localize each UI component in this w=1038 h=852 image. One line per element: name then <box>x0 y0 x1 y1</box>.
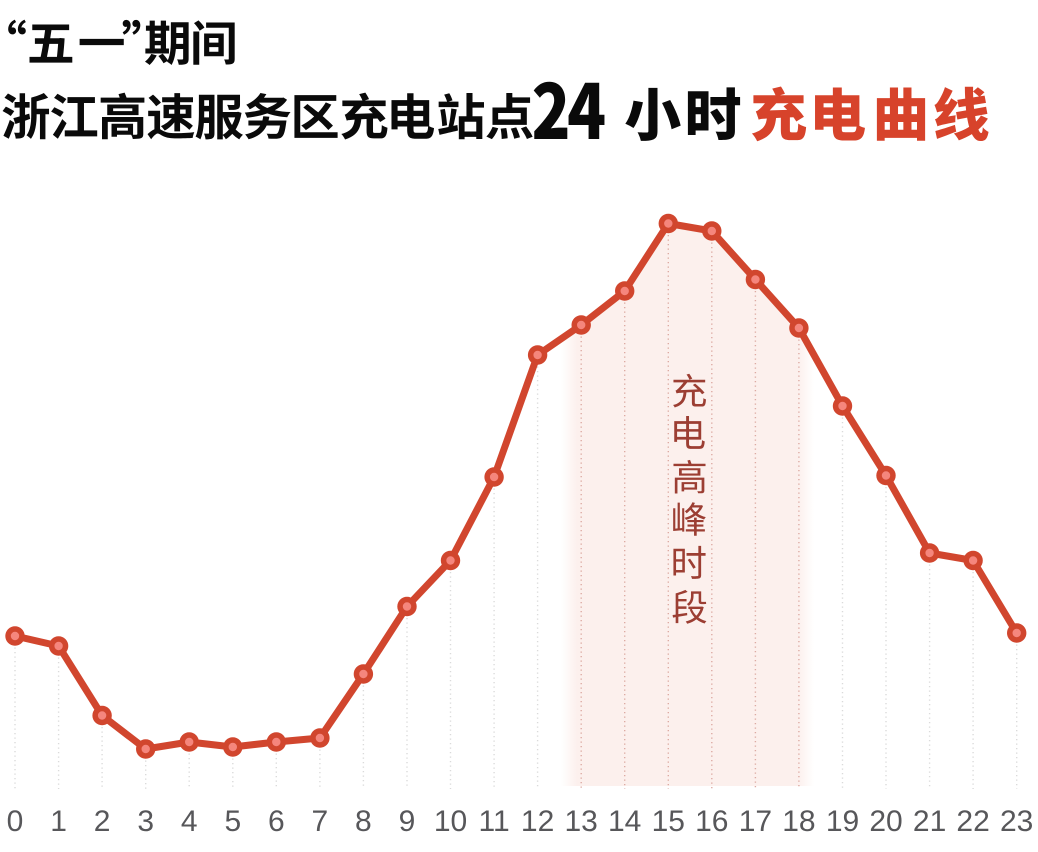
svg-text:18: 18 <box>782 805 815 838</box>
svg-text:4: 4 <box>181 805 198 838</box>
svg-text:19: 19 <box>826 805 859 838</box>
svg-text:8: 8 <box>355 805 372 838</box>
svg-text:23: 23 <box>1000 805 1033 838</box>
svg-text:16: 16 <box>695 805 728 838</box>
svg-text:10: 10 <box>434 805 467 838</box>
svg-text:15: 15 <box>652 805 685 838</box>
svg-text:14: 14 <box>608 805 641 838</box>
svg-text:13: 13 <box>565 805 598 838</box>
svg-text:11: 11 <box>479 805 510 838</box>
svg-text:3: 3 <box>137 805 154 838</box>
svg-text:20: 20 <box>869 805 902 838</box>
svg-text:21: 21 <box>913 805 946 838</box>
svg-text:2: 2 <box>94 805 111 838</box>
svg-text:22: 22 <box>956 805 989 838</box>
svg-text:5: 5 <box>224 805 241 838</box>
svg-text:0: 0 <box>7 805 24 838</box>
svg-text:17: 17 <box>739 805 772 838</box>
svg-text:1: 1 <box>50 805 67 838</box>
svg-text:7: 7 <box>312 805 329 838</box>
svg-text:6: 6 <box>268 805 285 838</box>
svg-text:12: 12 <box>521 805 554 838</box>
svg-text:9: 9 <box>399 805 416 838</box>
